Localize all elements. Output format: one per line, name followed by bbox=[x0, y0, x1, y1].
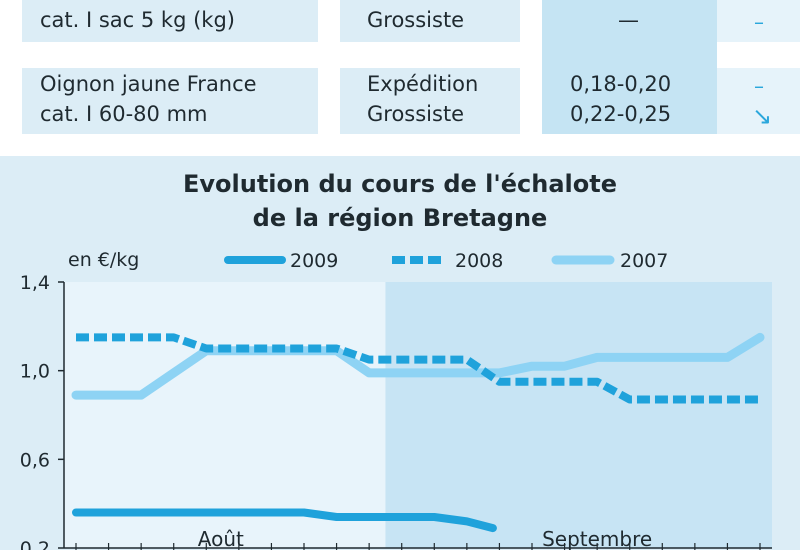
legend-label-2007: 2007 bbox=[620, 250, 668, 272]
y-tick-label: 1,4 bbox=[20, 272, 50, 294]
chart-panel: Evolution du cours de l'échalote de la r… bbox=[0, 156, 800, 550]
legend-label-2008: 2008 bbox=[455, 250, 503, 272]
month-label: Septembre bbox=[542, 527, 652, 550]
price-column-shade bbox=[542, 68, 717, 134]
price-column-shade bbox=[542, 42, 717, 68]
price-column-shade bbox=[542, 0, 717, 42]
y-tick-label: 0,6 bbox=[20, 449, 50, 471]
y-tick-label: 0,2 bbox=[20, 538, 50, 550]
legend-label-2009: 2009 bbox=[290, 250, 338, 272]
price-cell: — bbox=[618, 8, 639, 32]
stage-cell: Grossiste bbox=[367, 8, 465, 32]
column-gap bbox=[318, 0, 340, 138]
trend-flat-icon: – bbox=[754, 74, 764, 98]
column-gap bbox=[520, 0, 542, 138]
chart-title-line1: Evolution du cours de l'échalote bbox=[182, 170, 617, 198]
price-cell: 0,22-0,25 bbox=[570, 102, 672, 126]
chart-title-line2: de la région Bretagne bbox=[252, 204, 548, 232]
price-cell: 0,18-0,20 bbox=[570, 72, 672, 96]
y-axis-label: en €/kg bbox=[68, 249, 139, 271]
month-label: Août bbox=[198, 527, 244, 550]
series-line-2009 bbox=[72, 508, 497, 533]
y-tick-label: 1,0 bbox=[20, 361, 50, 383]
stage-cell: Expédition bbox=[367, 72, 479, 96]
product-cell: cat. I 60-80 mm bbox=[40, 102, 208, 126]
product-cell: Oignon jaune France bbox=[40, 72, 257, 96]
trend-column-shade bbox=[717, 0, 800, 42]
trend-down-icon: ↘ bbox=[752, 102, 773, 130]
series-line-2008 bbox=[76, 333, 760, 404]
price-table: cat. I sac 5 kg (kg) Grossiste — – Oigno… bbox=[22, 0, 800, 138]
stage-cell: Grossiste bbox=[367, 102, 465, 126]
price-chart: 0,2 0,6 1,0 1,4 Août Septembre en €/kg 2009 200… bbox=[20, 249, 772, 550]
september-band bbox=[385, 282, 772, 548]
product-cell: cat. I sac 5 kg (kg) bbox=[40, 8, 235, 32]
trend-flat-icon: – bbox=[754, 10, 764, 34]
trend-column-shade bbox=[717, 68, 800, 134]
august-band bbox=[64, 282, 386, 548]
series-line-2007 bbox=[71, 332, 765, 400]
